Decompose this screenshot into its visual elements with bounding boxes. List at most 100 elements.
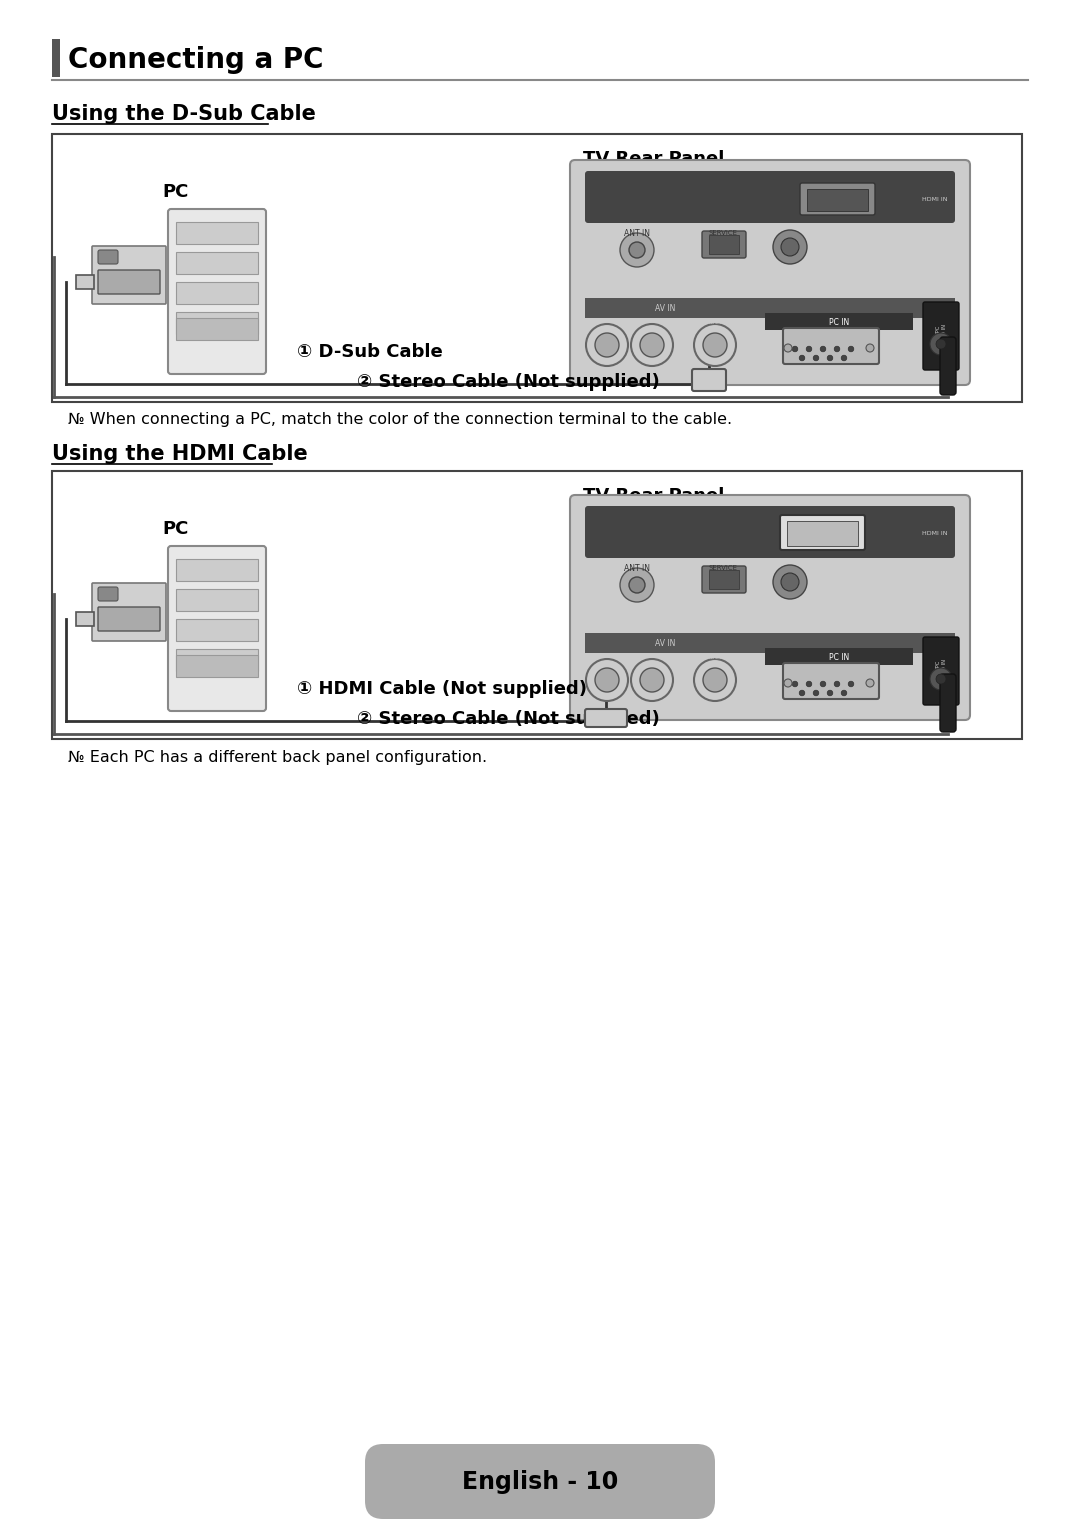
- Circle shape: [620, 568, 654, 602]
- Text: ANT IN: ANT IN: [624, 564, 650, 573]
- FancyBboxPatch shape: [940, 674, 956, 732]
- Circle shape: [586, 323, 627, 366]
- Bar: [176, 319, 258, 340]
- Circle shape: [773, 565, 807, 599]
- FancyBboxPatch shape: [800, 182, 875, 214]
- Circle shape: [793, 346, 798, 352]
- Text: PC: PC: [162, 519, 188, 538]
- Bar: [176, 650, 258, 671]
- Circle shape: [820, 682, 826, 686]
- FancyBboxPatch shape: [702, 231, 746, 257]
- Circle shape: [841, 691, 847, 696]
- Circle shape: [784, 679, 792, 686]
- FancyBboxPatch shape: [692, 369, 726, 391]
- Circle shape: [930, 332, 951, 355]
- Circle shape: [936, 674, 946, 683]
- Text: Connecting a PC: Connecting a PC: [68, 46, 324, 74]
- Text: ① D-Sub Cable: ① D-Sub Cable: [297, 343, 443, 362]
- Bar: [76, 611, 94, 627]
- Circle shape: [640, 668, 664, 692]
- Circle shape: [866, 345, 874, 352]
- Text: ② Stereo Cable (Not supplied): ② Stereo Cable (Not supplied): [357, 709, 660, 728]
- Circle shape: [631, 659, 673, 702]
- Text: English - 10: English - 10: [462, 1471, 618, 1494]
- Circle shape: [806, 346, 812, 352]
- FancyBboxPatch shape: [940, 337, 956, 395]
- FancyBboxPatch shape: [585, 709, 627, 728]
- Bar: [176, 251, 258, 274]
- Circle shape: [866, 679, 874, 686]
- Circle shape: [799, 691, 805, 696]
- Circle shape: [703, 668, 727, 692]
- FancyBboxPatch shape: [98, 270, 160, 294]
- Circle shape: [827, 691, 833, 696]
- Bar: [176, 313, 258, 334]
- Circle shape: [629, 242, 645, 257]
- FancyBboxPatch shape: [923, 637, 959, 705]
- Circle shape: [930, 668, 951, 689]
- Bar: [807, 188, 868, 211]
- FancyBboxPatch shape: [365, 1445, 715, 1520]
- Circle shape: [773, 230, 807, 264]
- Bar: [176, 222, 258, 244]
- Text: PC IN: PC IN: [828, 653, 849, 662]
- Text: № Each PC has a different back panel configuration.: № Each PC has a different back panel con…: [68, 749, 487, 764]
- FancyBboxPatch shape: [570, 495, 970, 720]
- Circle shape: [841, 355, 847, 362]
- Bar: [52, 133, 1022, 401]
- Text: HDMI/PC
AUDIO IN: HDMI/PC AUDIO IN: [935, 659, 946, 683]
- FancyBboxPatch shape: [98, 250, 118, 264]
- FancyBboxPatch shape: [98, 587, 118, 601]
- Text: TV Rear Panel: TV Rear Panel: [583, 487, 724, 506]
- FancyBboxPatch shape: [98, 607, 160, 631]
- Text: - AUDIO -: - AUDIO -: [612, 320, 642, 325]
- FancyBboxPatch shape: [783, 663, 879, 699]
- Circle shape: [813, 691, 819, 696]
- Circle shape: [595, 668, 619, 692]
- FancyBboxPatch shape: [702, 565, 746, 593]
- Circle shape: [781, 573, 799, 591]
- Circle shape: [586, 659, 627, 702]
- Text: SERVICE: SERVICE: [708, 565, 738, 571]
- Bar: [52, 470, 1022, 738]
- Circle shape: [781, 237, 799, 256]
- Circle shape: [631, 323, 673, 366]
- Circle shape: [784, 345, 792, 352]
- Text: ① HDMI Cable (Not supplied): ① HDMI Cable (Not supplied): [297, 680, 588, 699]
- Text: - AUDIO -: - AUDIO -: [612, 656, 642, 660]
- FancyBboxPatch shape: [570, 159, 970, 385]
- Bar: [585, 633, 955, 653]
- Text: AV IN: AV IN: [654, 303, 675, 313]
- Bar: [176, 559, 258, 581]
- Text: AV IN: AV IN: [654, 639, 675, 648]
- Text: № When connecting a PC, match the color of the connection terminal to the cable.: № When connecting a PC, match the color …: [68, 412, 732, 426]
- Circle shape: [827, 355, 833, 362]
- Circle shape: [848, 682, 854, 686]
- Bar: [176, 656, 258, 677]
- Bar: [52, 38, 60, 77]
- Bar: [787, 521, 858, 545]
- Text: Using the HDMI Cable: Using the HDMI Cable: [52, 444, 308, 464]
- Bar: [176, 588, 258, 611]
- Bar: [708, 570, 739, 588]
- Circle shape: [799, 355, 805, 362]
- Circle shape: [834, 682, 840, 686]
- Circle shape: [595, 332, 619, 357]
- Circle shape: [793, 682, 798, 686]
- Text: ② Stereo Cable (Not supplied): ② Stereo Cable (Not supplied): [357, 372, 660, 391]
- Circle shape: [694, 659, 735, 702]
- Circle shape: [936, 339, 946, 349]
- Circle shape: [848, 346, 854, 352]
- Circle shape: [694, 323, 735, 366]
- FancyBboxPatch shape: [168, 208, 266, 374]
- Bar: [765, 648, 913, 665]
- Text: PC IN: PC IN: [828, 317, 849, 326]
- FancyBboxPatch shape: [923, 302, 959, 371]
- Circle shape: [703, 332, 727, 357]
- Text: Using the D-Sub Cable: Using the D-Sub Cable: [52, 104, 315, 124]
- FancyBboxPatch shape: [92, 247, 166, 303]
- Bar: [76, 276, 94, 290]
- Text: SERVICE: SERVICE: [708, 230, 738, 236]
- Circle shape: [629, 578, 645, 593]
- Bar: [176, 619, 258, 640]
